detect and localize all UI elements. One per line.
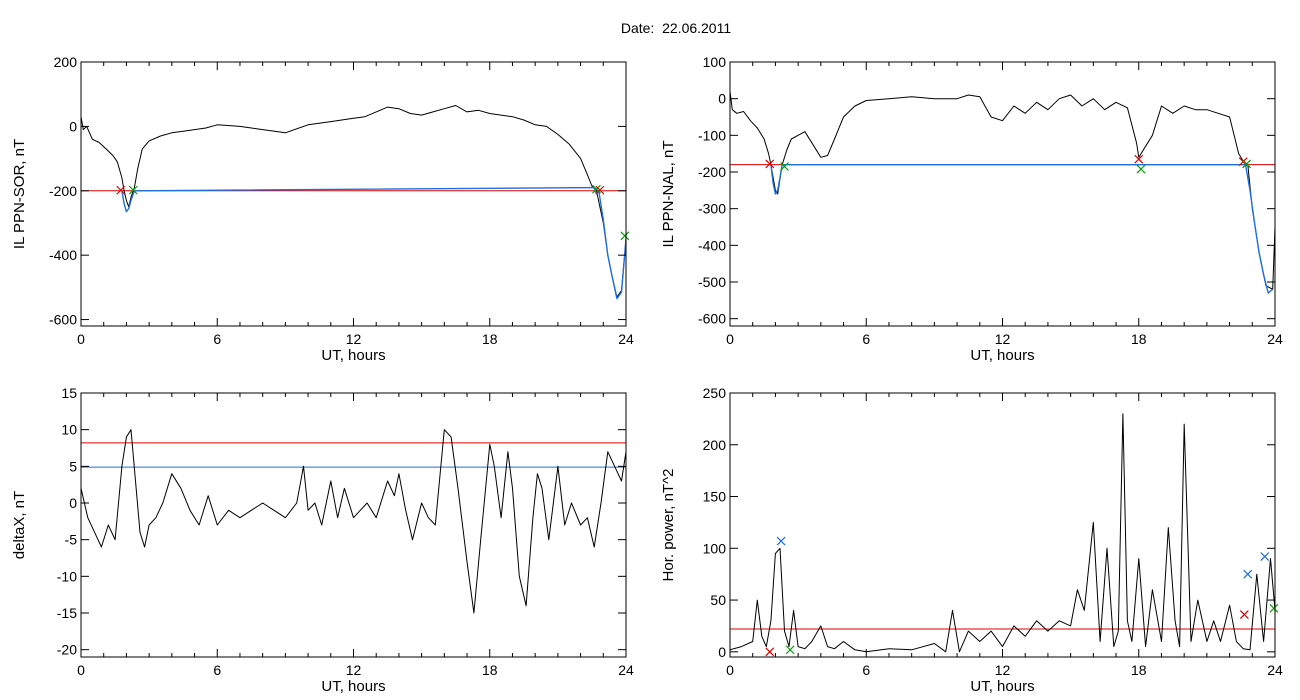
y-tick-label: 200	[54, 54, 78, 70]
y-tick-label: 100	[703, 540, 727, 556]
series-line-1	[730, 91, 1275, 290]
y-tick-label: 0	[69, 118, 77, 134]
x-tick-label: 24	[618, 662, 634, 678]
y-tick-label: 0	[718, 91, 726, 107]
y-tick-label: -200	[49, 183, 77, 199]
x-tick-label: 18	[1131, 331, 1147, 347]
y-tick-label: -400	[698, 237, 726, 253]
y-tick-label: -15	[57, 605, 77, 621]
x-tick-label: 12	[346, 662, 362, 678]
x-tick-label: 0	[77, 331, 85, 347]
y-tick-label: -20	[57, 642, 77, 658]
y-tick-label: 0	[69, 495, 77, 511]
x-axis-label: UT, hours	[970, 347, 1034, 364]
marker-1	[116, 185, 126, 195]
y-tick-label: -300	[698, 201, 726, 217]
y-tick-label: -600	[698, 311, 726, 327]
x-axis-label: UT, hours	[321, 347, 385, 364]
y-tick-label: 100	[703, 54, 727, 70]
y-tick-label: -600	[49, 312, 77, 328]
plot-frame	[729, 392, 1276, 658]
x-axis-label: UT, hours	[970, 678, 1034, 695]
x-tick-label: 6	[213, 331, 221, 347]
y-tick-label: 200	[703, 437, 727, 453]
marker-3	[592, 184, 601, 194]
x-tick-label: 18	[482, 662, 498, 678]
marker-7	[1269, 603, 1279, 613]
y-tick-label: -500	[698, 274, 726, 290]
plot-frame	[729, 61, 1276, 327]
y-tick-label: 250	[703, 385, 727, 401]
x-axis-label: UT, hours	[321, 678, 385, 695]
series-line-1	[81, 429, 626, 614]
x-tick-label: 0	[726, 331, 734, 347]
marker-4	[1136, 164, 1146, 174]
x-tick-label: 18	[1131, 662, 1147, 678]
marker-3	[1134, 154, 1144, 164]
y-tick-label: 15	[61, 385, 77, 401]
marker-3	[785, 645, 795, 655]
marker-5	[620, 231, 630, 241]
series-line-2	[770, 163, 1274, 294]
marker-4	[1239, 610, 1249, 619]
y-tick-label: 10	[61, 422, 77, 438]
marker-5	[1243, 569, 1253, 579]
marker-2	[776, 536, 786, 546]
plot-frame	[80, 61, 627, 327]
chart-panel-2: 0 6 12 18 24 -600 -500 -400 -300 -200 -100 0 100 UT, …	[660, 54, 1283, 364]
x-tick-label: 0	[726, 662, 734, 678]
marker-1	[765, 647, 775, 657]
y-axis-label: IL PPN-NAL, nT	[660, 141, 677, 248]
chart-panel-1: 0 6 12 18 24 -600 -400 -200 0 200 UT, hours IL PPN-…	[11, 54, 634, 364]
x-tick-label: 6	[862, 662, 870, 678]
marker-2	[128, 185, 138, 195]
y-axis-label: IL PPN-SOR, nT	[11, 139, 28, 249]
chart-panel-4: 0 6 12 18 24 0 50 100 150 200 250 UT, hours Hor. pow…	[660, 385, 1283, 695]
y-tick-label: -400	[49, 247, 77, 263]
series-line-1	[81, 105, 626, 298]
marker-2	[780, 162, 789, 171]
x-tick-label: 18	[482, 331, 498, 347]
y-tick-label: 150	[703, 489, 727, 505]
marker-1	[765, 159, 775, 169]
series-line-2	[121, 186, 626, 300]
x-tick-label: 24	[1267, 662, 1283, 678]
x-tick-label: 6	[862, 331, 870, 347]
x-tick-label: 24	[618, 331, 634, 347]
y-tick-label: -10	[57, 568, 77, 584]
x-tick-label: 24	[1267, 331, 1283, 347]
y-tick-label: -100	[698, 127, 726, 143]
marker-6	[1260, 552, 1270, 562]
x-tick-label: 6	[213, 662, 221, 678]
series-line-1	[730, 413, 1275, 653]
plot-frame	[80, 392, 627, 658]
y-tick-label: 5	[69, 458, 77, 474]
y-tick-label: -200	[698, 164, 726, 180]
y-tick-label: 50	[710, 592, 726, 608]
x-tick-label: 12	[346, 331, 362, 347]
page-title: Date: 22.06.2011	[620, 20, 732, 36]
marker-4	[595, 185, 605, 195]
y-axis-label: Hor. power, nT^2	[660, 469, 677, 582]
y-tick-label: -5	[65, 532, 78, 548]
x-tick-label: 12	[995, 662, 1011, 678]
x-tick-label: 12	[995, 331, 1011, 347]
y-axis-label: deltaX, nT	[11, 491, 28, 559]
x-tick-label: 0	[77, 662, 85, 678]
chart-panel-3: 0 6 12 18 24 -20 -15 -10 -5 0 5 10 15 UT, hours deltaX…	[11, 385, 634, 695]
marker-6	[1242, 159, 1252, 169]
y-tick-label: 0	[718, 644, 726, 660]
